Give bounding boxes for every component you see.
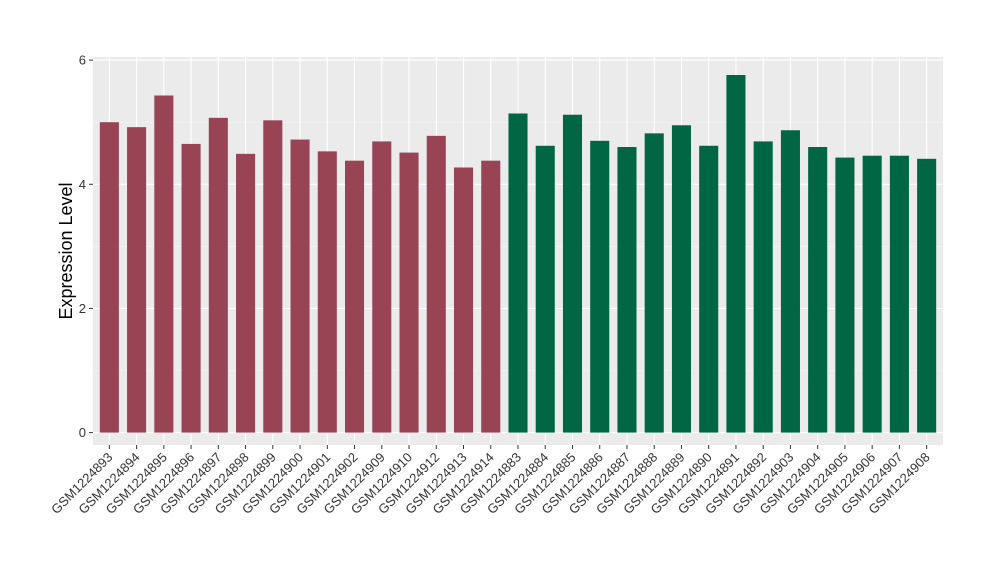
y-tick-label: 0 [79, 425, 86, 440]
bar [372, 141, 392, 433]
bar [535, 145, 555, 433]
bar [453, 167, 474, 433]
bar [317, 151, 337, 433]
bar [562, 114, 583, 433]
bar [889, 155, 909, 433]
bar [699, 145, 719, 433]
bar [617, 147, 637, 433]
bar [208, 117, 228, 433]
bar [154, 95, 174, 433]
y-tick-label: 6 [79, 53, 86, 68]
bar [508, 113, 528, 433]
y-axis: 0 2 4 6 [79, 53, 93, 440]
bar [127, 127, 147, 433]
bar [181, 143, 201, 433]
y-tick-label: 4 [79, 177, 86, 192]
bar [808, 147, 828, 433]
bar [263, 120, 283, 433]
bar [236, 153, 256, 433]
bar [726, 75, 746, 433]
bar [399, 152, 419, 433]
bar [835, 157, 855, 433]
bar [644, 133, 664, 433]
bar [590, 140, 610, 433]
bar [481, 160, 501, 433]
x-axis: GSM1224893GSM1224894GSM1224895GSM1224896… [48, 445, 933, 517]
bars [99, 75, 937, 433]
bar [290, 139, 310, 433]
bar [753, 141, 773, 433]
bar [862, 155, 882, 433]
bar [99, 122, 119, 433]
y-tick-label: 2 [79, 301, 86, 316]
bar [426, 135, 446, 433]
bar [917, 158, 937, 433]
y-axis-title: Expression Level [56, 182, 76, 319]
bar [780, 130, 800, 433]
bar [671, 125, 691, 433]
bar [345, 160, 365, 433]
